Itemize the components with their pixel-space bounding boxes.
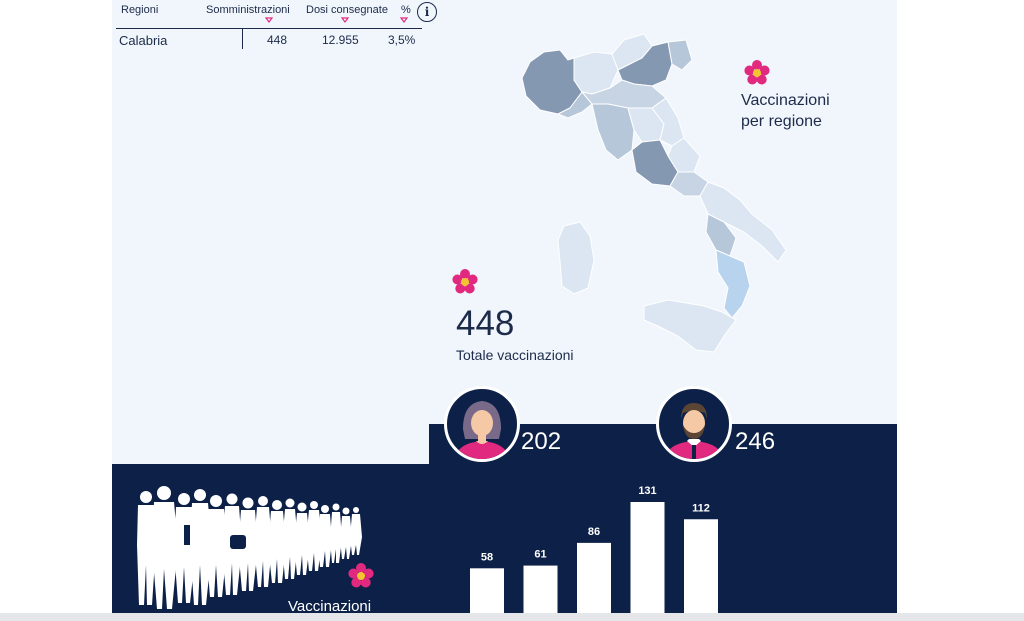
column-header-dosi-consegnate[interactable]: Dosi consegnate: [306, 4, 388, 16]
bar-label-2: 86: [588, 526, 600, 538]
info-icon[interactable]: i: [417, 2, 437, 22]
italy-map[interactable]: [512, 20, 832, 380]
bar-label-0: 58: [481, 551, 493, 563]
map-title-line1: Vaccinazioni: [741, 92, 830, 109]
cell-region: Calabria: [119, 33, 168, 48]
sort-arrow-icon[interactable]: [341, 17, 349, 23]
sort-arrow-icon[interactable]: [400, 17, 408, 23]
map-title-line2: per regione: [741, 113, 822, 130]
map-region-calabria[interactable]: [715, 249, 751, 319]
map-region-friuli[interactable]: [667, 39, 693, 71]
age-bar-chart: 58 61 86 131 112: [470, 485, 718, 621]
female-count: 202: [521, 428, 562, 455]
map-title: Vaccinazioni per regione: [741, 90, 830, 132]
cell-percent: 3,5%: [388, 33, 416, 47]
cell-administrations: 448: [267, 33, 288, 47]
flower-icon: [744, 60, 770, 85]
page-bottom-strip: [0, 613, 1024, 621]
bar-4[interactable]: [684, 519, 718, 621]
bar-1[interactable]: [523, 565, 558, 621]
flower-icon: [348, 563, 374, 588]
table-column-divider: [242, 28, 243, 49]
map-region-toscana[interactable]: [591, 103, 635, 161]
total-vaccinations-label: Totale vaccinazioni: [456, 347, 574, 363]
bar-label-4: 112: [692, 502, 710, 514]
cell-doses-delivered: 12.955: [322, 33, 359, 47]
column-header-regioni[interactable]: Regioni: [121, 4, 159, 16]
bar-0[interactable]: [470, 568, 504, 621]
map-region-lazio[interactable]: [631, 139, 679, 187]
bar-3[interactable]: [630, 502, 665, 621]
man-avatar-icon: [656, 386, 732, 462]
table-divider: [116, 28, 422, 29]
flower-icon: [452, 269, 478, 294]
map-region-sicilia[interactable]: [643, 299, 737, 353]
bar-2[interactable]: [577, 542, 611, 621]
map-region-sardegna[interactable]: [557, 221, 595, 295]
column-header-percent[interactable]: %: [401, 4, 411, 16]
male-count: 246: [735, 428, 776, 455]
sort-arrow-icon[interactable]: [265, 17, 273, 23]
total-vaccinations-value: 448: [456, 304, 515, 343]
bar-label-3: 131: [638, 485, 656, 497]
crowd-silhouette-icon: [137, 486, 362, 609]
woman-avatar-icon: [444, 386, 520, 462]
bar-label-1: 61: [534, 549, 546, 561]
crowd-label: Vaccinazioni: [288, 598, 372, 615]
column-header-somministrazioni[interactable]: Somministrazioni: [206, 4, 290, 16]
dashboard-panel: Regioni Somministrazioni Dosi consegnate…: [112, 0, 897, 621]
